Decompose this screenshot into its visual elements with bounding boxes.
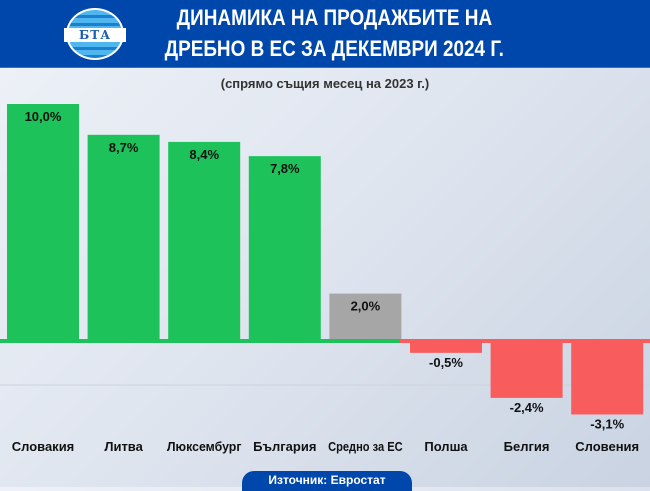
bar-3 bbox=[248, 156, 321, 341]
title-line-2-wrap: ДРЕБНО В ЕС ЗА ДЕКЕМВРИ 2024 Г. bbox=[134, 36, 534, 62]
bar-4 bbox=[329, 293, 402, 341]
data-label: -0,5% bbox=[429, 355, 463, 370]
data-label: 8,4% bbox=[189, 147, 219, 162]
data-label: 2,0% bbox=[351, 299, 381, 314]
bar-2 bbox=[168, 141, 241, 341]
data-label: -3,1% bbox=[590, 416, 624, 431]
category-label: Белгия bbox=[504, 439, 550, 454]
data-label: 10,0% bbox=[25, 109, 62, 124]
category-label: Полша bbox=[424, 439, 468, 454]
title-line-1-wrap: ДИНАМИКА НА ПРОДАЖБИТЕ НА bbox=[134, 5, 534, 31]
data-label: 7,8% bbox=[270, 161, 300, 176]
bar-1 bbox=[87, 134, 160, 341]
data-label: 8,7% bbox=[109, 140, 139, 155]
title-line-1: ДИНАМИКА НА ПРОДАЖБИТЕ НА bbox=[176, 5, 492, 30]
title-line-2: ДРЕБНО В ЕС ЗА ДЕКЕМВРИ 2024 Г. bbox=[164, 36, 504, 61]
subtitle: (спрямо същия месец на 2023 г.) bbox=[220, 76, 430, 91]
category-label: Словакия bbox=[12, 439, 75, 454]
category-label: Литва bbox=[104, 439, 143, 454]
zero-axis-positive bbox=[0, 339, 400, 343]
category-label: Средно за ЕС bbox=[328, 439, 403, 454]
bar-7 bbox=[571, 341, 644, 415]
data-label: -2,4% bbox=[510, 400, 544, 415]
logo-text: БТА bbox=[64, 28, 126, 42]
bta-logo: БТА bbox=[64, 8, 126, 60]
header: БТА ДИНАМИКА НА ПРОДАЖБИТЕ НА ДРЕБНО В Е… bbox=[0, 0, 650, 68]
bar-0 bbox=[7, 104, 79, 341]
bar-5 bbox=[410, 341, 482, 353]
bar-6 bbox=[490, 341, 563, 398]
source-label: Източник: Евростат bbox=[242, 471, 412, 491]
category-label: Словения bbox=[575, 439, 639, 454]
category-label: България bbox=[253, 439, 316, 454]
category-label: Люксембург bbox=[167, 439, 242, 454]
